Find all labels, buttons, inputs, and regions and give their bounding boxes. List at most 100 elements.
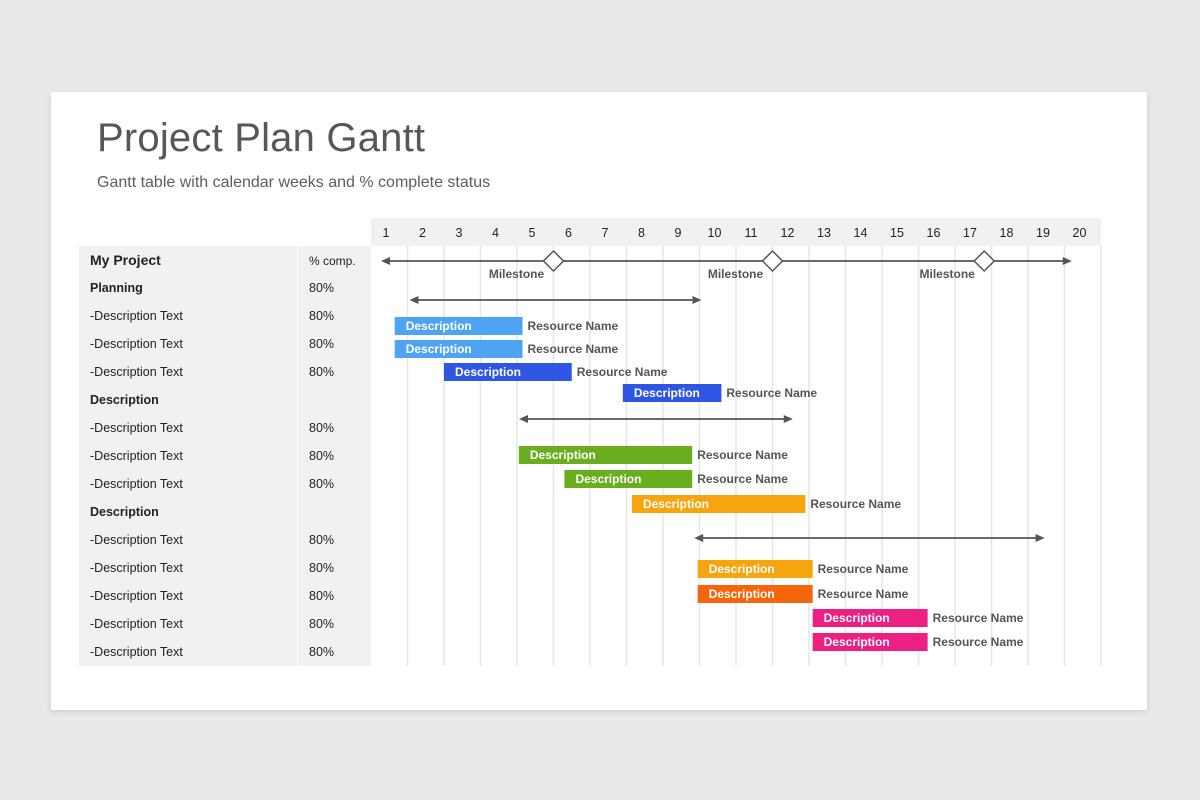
task-name: -Description Text xyxy=(90,337,183,351)
slide: 1 2 3 4 5 6 7 8 9 10 11 12 13 14 15 16 17 18 19 20 My Projec… xyxy=(51,92,1147,710)
task-bar-label: Description xyxy=(709,587,775,601)
week-tick-label: 15 xyxy=(890,226,904,240)
task-resource-label: Resource Name xyxy=(527,342,618,356)
task-name: -Description Text xyxy=(90,309,183,323)
task-bar xyxy=(812,609,928,627)
task-bar-label: Description xyxy=(709,562,775,576)
task-column-bg xyxy=(79,246,297,666)
task-resource-label: Resource Name xyxy=(933,635,1024,649)
week-tick-label: 12 xyxy=(781,226,795,240)
page-title: Project Plan Gantt xyxy=(97,116,426,160)
task-name: -Description Text xyxy=(90,589,183,603)
task-name: Description xyxy=(90,505,159,519)
phase-span-head-right xyxy=(783,415,793,423)
pct-column-bg xyxy=(298,246,371,666)
task-name: Description xyxy=(90,393,159,407)
week-tick-label: 2 xyxy=(419,226,426,240)
milestone-diamond xyxy=(761,249,784,273)
task-pct: 80% xyxy=(309,617,334,631)
milestone-label: Milestone xyxy=(708,267,764,281)
task-name: -Description Text xyxy=(90,645,183,659)
task-bar xyxy=(394,340,523,358)
week-tick-label: 14 xyxy=(854,226,868,240)
week-tick-label: 17 xyxy=(963,226,977,240)
task-bar-label: Description xyxy=(824,611,890,625)
task-bar xyxy=(518,446,693,464)
task-resource-label: Resource Name xyxy=(697,448,788,462)
task-pct: 80% xyxy=(309,589,334,603)
week-tick-label: 1 xyxy=(383,226,390,240)
week-tick-label: 4 xyxy=(492,226,499,240)
task-pct: 80% xyxy=(309,365,334,379)
milestone-label: Milestone xyxy=(920,267,976,281)
week-tick-label: 18 xyxy=(1000,226,1014,240)
task-resource-label: Resource Name xyxy=(527,319,618,333)
task-bar-label: Description xyxy=(634,386,700,400)
table-header-pct: % comp. xyxy=(309,254,356,268)
week-tick-label: 19 xyxy=(1036,226,1050,240)
week-header-bg xyxy=(371,218,1101,246)
week-tick-label: 7 xyxy=(602,226,609,240)
task-name: -Description Text xyxy=(90,617,183,631)
week-tick-label: 9 xyxy=(675,226,682,240)
task-bar xyxy=(622,384,722,402)
task-bar-label: Description xyxy=(406,342,472,356)
task-pct: 80% xyxy=(309,449,334,463)
task-bar xyxy=(631,495,806,513)
task-resource-label: Resource Name xyxy=(818,587,909,601)
task-bar-label: Description xyxy=(575,472,641,486)
task-name: -Description Text xyxy=(90,365,183,379)
milestone-timeline-head-right xyxy=(1062,257,1072,265)
task-resource-label: Resource Name xyxy=(810,497,901,511)
task-pct: 80% xyxy=(309,477,334,491)
task-resource-label: Resource Name xyxy=(697,472,788,486)
task-name: -Description Text xyxy=(90,421,183,435)
phase-span-head-left xyxy=(409,296,419,304)
task-bar-label: Description xyxy=(643,497,709,511)
task-bar-label: Description xyxy=(530,448,596,462)
week-tick-label: 11 xyxy=(745,226,758,240)
phase-span-head-right xyxy=(1035,534,1045,542)
task-bar-label: Description xyxy=(824,635,890,649)
task-bar xyxy=(394,317,523,335)
week-tick-label: 5 xyxy=(529,226,536,240)
task-name: Planning xyxy=(90,281,143,295)
milestone-diamond xyxy=(542,249,565,273)
task-bar xyxy=(697,585,813,603)
task-pct: 80% xyxy=(309,421,334,435)
task-bar xyxy=(812,633,928,651)
week-tick-label: 13 xyxy=(817,226,831,240)
phase-span-head-left xyxy=(694,534,704,542)
milestone-diamond xyxy=(973,249,996,273)
task-pct: 80% xyxy=(309,533,334,547)
milestone-label: Milestone xyxy=(489,267,545,281)
week-tick-label: 3 xyxy=(456,226,463,240)
phase-span-head-left xyxy=(519,415,528,423)
task-bar-label: Description xyxy=(455,365,521,379)
week-tick-label: 8 xyxy=(638,226,645,240)
task-name: -Description Text xyxy=(90,449,183,463)
task-pct: 80% xyxy=(309,337,334,351)
task-pct: 80% xyxy=(309,309,334,323)
task-bar-label: Description xyxy=(406,319,472,333)
task-name: -Description Text xyxy=(90,477,183,491)
week-tick-label: 10 xyxy=(708,226,722,240)
page-subtitle: Gantt table with calendar weeks and % co… xyxy=(97,174,491,191)
task-bar xyxy=(697,560,813,578)
task-pct: 80% xyxy=(309,561,334,575)
table-header-name: My Project xyxy=(90,252,161,268)
task-pct: 80% xyxy=(309,281,334,295)
task-name: -Description Text xyxy=(90,561,183,575)
task-resource-label: Resource Name xyxy=(726,386,817,400)
week-tick-label: 20 xyxy=(1073,226,1087,240)
task-bar xyxy=(444,363,572,381)
task-pct: 80% xyxy=(309,645,334,659)
phase-span-head-right xyxy=(692,296,702,304)
milestone-timeline-head-left xyxy=(381,257,390,265)
task-name: -Description Text xyxy=(90,533,183,547)
task-resource-label: Resource Name xyxy=(577,365,668,379)
task-resource-label: Resource Name xyxy=(933,611,1024,625)
week-tick-label: 6 xyxy=(565,226,572,240)
week-tick-label: 16 xyxy=(927,226,941,240)
